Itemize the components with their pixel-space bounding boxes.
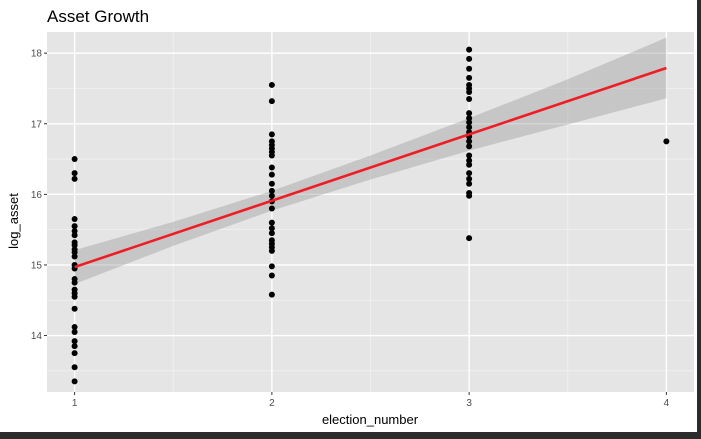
y-axis-title: log_asset — [6, 193, 21, 249]
data-point — [466, 180, 473, 187]
data-point — [268, 230, 275, 237]
data-point — [268, 225, 275, 232]
data-point — [268, 205, 275, 212]
regression-line — [74, 66, 667, 269]
data-point — [466, 152, 473, 159]
data-point — [466, 170, 473, 177]
data-point — [466, 161, 473, 168]
data-point — [71, 175, 78, 182]
data-point — [268, 291, 275, 298]
data-point — [466, 65, 473, 72]
data-point — [71, 228, 78, 235]
data-point — [71, 249, 78, 256]
confidence-band — [74, 37, 667, 284]
data-point — [268, 247, 275, 254]
data-point — [466, 175, 473, 182]
y-tick-label: 17 — [31, 119, 43, 130]
x-tick-label: 3 — [466, 398, 472, 409]
data-point — [71, 156, 78, 163]
data-point — [268, 192, 275, 199]
data-point — [268, 131, 275, 138]
data-point — [71, 364, 78, 371]
data-point — [71, 170, 78, 177]
y-axis-ticks: 14 15 16 17 18 — [31, 49, 47, 342]
data-point — [71, 329, 78, 335]
y-tick-label: 14 — [31, 331, 43, 342]
data-point — [466, 192, 473, 199]
data-point — [71, 293, 78, 300]
data-point — [268, 180, 275, 187]
data-point — [71, 338, 78, 345]
data-point — [663, 138, 670, 145]
y-tick-label: 18 — [31, 49, 43, 60]
x-tick-label: 2 — [269, 398, 275, 409]
data-point — [466, 124, 473, 131]
chart-title: Asset Growth — [47, 7, 149, 26]
y-tick-label: 15 — [31, 260, 43, 271]
data-point — [268, 152, 275, 159]
data-point — [268, 272, 275, 279]
data-point — [466, 115, 473, 122]
x-tick-label: 1 — [72, 398, 78, 409]
data-point — [466, 74, 473, 81]
data-point — [466, 55, 473, 62]
data-point — [466, 110, 473, 117]
data-point — [71, 242, 78, 249]
data-point — [71, 232, 78, 239]
data-point — [268, 98, 275, 105]
data-point — [268, 164, 275, 171]
minor-gridlines — [47, 32, 694, 392]
scatter-chart: Asset Growth 14 15 16 17 18 1 2 3 4 election_nu… — [6, 7, 694, 427]
data-point — [466, 157, 473, 164]
data-point — [466, 235, 473, 242]
data-point — [71, 253, 78, 260]
data-point — [268, 81, 275, 88]
data-point — [71, 350, 78, 357]
data-point — [268, 187, 275, 194]
x-axis-title: election_number — [322, 412, 419, 427]
plot-frame: Asset Growth 14 15 16 17 18 1 2 3 4 election_nu… — [0, 0, 697, 432]
data-point — [268, 219, 275, 226]
data-point — [71, 305, 78, 312]
data-point — [71, 223, 78, 230]
data-point — [466, 46, 473, 53]
data-point — [466, 119, 473, 126]
data-point — [466, 89, 473, 95]
y-tick-label: 16 — [31, 190, 43, 201]
data-point — [71, 216, 78, 223]
data-point — [71, 279, 78, 286]
data-points — [71, 46, 670, 385]
data-point — [466, 143, 473, 150]
data-point — [71, 324, 78, 331]
x-tick-label: 4 — [664, 398, 670, 409]
x-axis-ticks: 1 2 3 4 — [72, 392, 670, 409]
data-point — [466, 96, 473, 103]
data-point — [268, 263, 275, 270]
data-point — [71, 343, 78, 350]
data-point — [466, 138, 473, 145]
data-point — [71, 378, 78, 385]
data-point — [268, 171, 275, 178]
